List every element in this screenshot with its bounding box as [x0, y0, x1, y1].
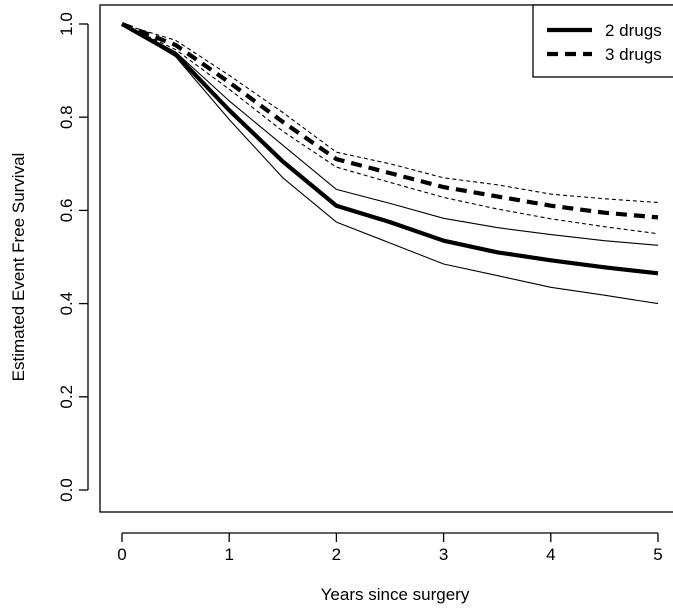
- x-axis: 0 1 2 3 4 5: [117, 532, 663, 564]
- x-tick-label: 1: [224, 545, 233, 564]
- plot-area: [99, 4, 673, 513]
- x-axis-title: Years since surgery: [321, 585, 470, 604]
- two-drugs-ci-upper-line: [121, 23, 659, 246]
- y-tick-label: 0.2: [57, 385, 76, 409]
- x-tick-label: 5: [653, 545, 662, 564]
- x-tick-label: 4: [546, 545, 555, 564]
- two-drugs-ci-lower-line: [121, 23, 659, 305]
- x-tick-label: 0: [117, 545, 126, 564]
- y-tick-label: 0.0: [57, 478, 76, 502]
- y-axis-title: Estimated Event Free Survival: [9, 153, 28, 382]
- plot-frame: [99, 4, 673, 513]
- three-drugs-ci-lower-line: [121, 23, 659, 235]
- y-tick-label: 0.4: [57, 292, 76, 316]
- legend: 2 drugs 3 drugs: [532, 4, 673, 78]
- legend-box: [532, 4, 673, 78]
- y-axis: 0.0 0.2 0.4 0.6 0.8 1.0: [57, 12, 89, 502]
- y-tick-label: 1.0: [57, 12, 76, 36]
- x-tick-label: 2: [332, 545, 341, 564]
- series-layer: [120, 22, 659, 305]
- two-drugs-estimate-line: [120, 22, 659, 276]
- three-drugs-estimate-line: [121, 22, 659, 220]
- legend-label: 2 drugs: [605, 21, 662, 40]
- y-tick-label: 0.8: [57, 105, 76, 129]
- y-tick-label: 0.6: [57, 199, 76, 223]
- x-tick-label: 3: [439, 545, 448, 564]
- three-drugs-ci-upper-line: [121, 23, 659, 204]
- legend-label: 3 drugs: [605, 45, 662, 64]
